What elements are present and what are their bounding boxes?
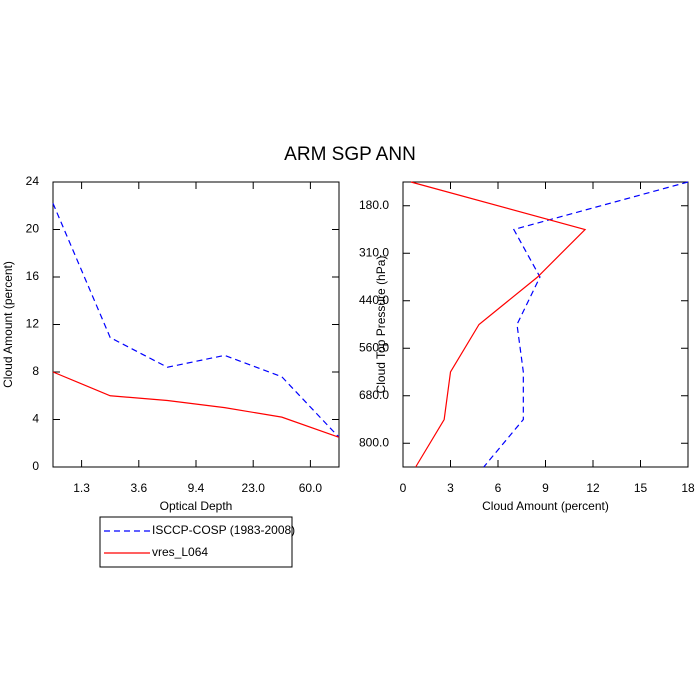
series-line: [410, 181, 587, 468]
x-tick-label: 3: [447, 481, 454, 495]
x-tick-label: 1.3: [73, 481, 90, 495]
x-tick-label: 0: [400, 481, 407, 495]
y-tick-label: 680.0: [359, 388, 389, 402]
legend-label: vres_L064: [152, 545, 208, 559]
legend-label: ISCCP-COSP (1983-2008): [152, 523, 295, 537]
x-tick-label: 60.0: [299, 481, 323, 495]
y-tick-label: 800.0: [359, 435, 389, 449]
y-tick-label: 4: [32, 412, 39, 426]
x-tick-label: 9: [542, 481, 549, 495]
x-tick-label: 18: [681, 481, 695, 495]
y-tick-label: 8: [32, 364, 39, 378]
x-tick-label: 12: [586, 481, 600, 495]
y-tick-label: 16: [26, 269, 40, 283]
x-tick-label: 3.6: [130, 481, 147, 495]
y-tick-label: 24: [26, 174, 40, 188]
x-tick-label: 6: [495, 481, 502, 495]
y-tick-label: 440.0: [359, 293, 389, 307]
y-tick-label: 20: [26, 222, 40, 236]
figure-title: ARM SGP ANN: [284, 144, 416, 165]
y-axis-label: Cloud Top Pressure (hPa): [374, 256, 388, 394]
plot-frame: [402, 181, 689, 468]
y-axis-label: Cloud Amount (percent): [1, 261, 15, 388]
x-tick-label: 15: [634, 481, 648, 495]
x-tick-label: 9.4: [188, 481, 205, 495]
legend-box: [99, 516, 293, 568]
y-tick-label: 12: [26, 317, 40, 331]
series-line: [52, 203, 340, 438]
x-tick-label: 23.0: [242, 481, 266, 495]
y-tick-label: 310.0: [359, 245, 389, 259]
y-tick-label: 180.0: [359, 198, 389, 212]
plot-frame: [52, 181, 340, 468]
series-line: [483, 181, 689, 468]
x-axis-label: Optical Depth: [160, 499, 233, 513]
series-line: [52, 371, 340, 438]
y-tick-label: 0: [32, 459, 39, 473]
x-axis-label: Cloud Amount (percent): [482, 499, 609, 513]
y-tick-label: 560.0: [359, 340, 389, 354]
